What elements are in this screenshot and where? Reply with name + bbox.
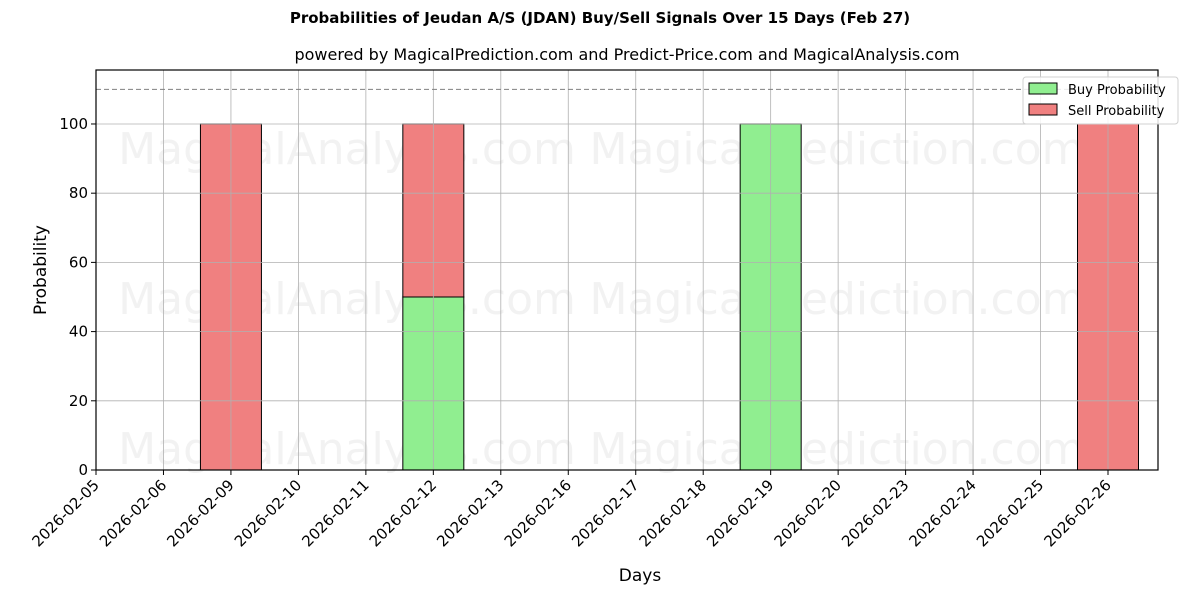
x-tick-label: 2026-02-26 xyxy=(1040,476,1114,550)
watermark-text: MagicalAnalysis.com xyxy=(118,274,576,325)
x-tick-label: 2026-02-24 xyxy=(906,476,980,550)
x-tick-label: 2026-02-25 xyxy=(973,476,1047,550)
x-tick-label: 2026-02-05 xyxy=(28,476,102,550)
legend-label-sell: Sell Probability xyxy=(1068,104,1165,119)
watermark-text: MagicalPrediction.com xyxy=(590,124,1085,175)
x-tick-label: 2026-02-12 xyxy=(366,476,440,550)
y-tick-label: 20 xyxy=(69,392,88,410)
legend-label-buy: Buy Probability xyxy=(1068,83,1166,98)
chart-title: Probabilities of Jeudan A/S (JDAN) Buy/S… xyxy=(289,9,911,27)
y-tick-label: 60 xyxy=(69,253,88,271)
plot-frame xyxy=(95,69,1159,471)
watermark-text: MagicalAnalysis.com xyxy=(118,424,576,475)
legend-frame xyxy=(1022,76,1179,125)
watermark-text: MagicalAnalysis.com xyxy=(118,124,576,175)
x-axis-ticks: 2026-02-052026-02-062026-02-092026-02-10… xyxy=(28,470,1115,550)
x-tick-label: 2026-02-09 xyxy=(163,476,237,550)
legend-swatch-sell xyxy=(1028,103,1058,116)
y-tick-label: 100 xyxy=(59,115,88,133)
x-tick-label: 2026-02-17 xyxy=(568,476,642,550)
y-tick-label: 40 xyxy=(69,323,88,341)
chart-subtitle: powered by MagicalPrediction.com and Pre… xyxy=(294,45,960,64)
y-axis-label: Probability xyxy=(31,225,51,315)
x-tick-label: 2026-02-18 xyxy=(636,476,710,550)
legend-swatch-buy xyxy=(1028,82,1058,95)
x-tick-label: 2026-02-13 xyxy=(433,476,507,550)
x-tick-label: 2026-02-19 xyxy=(703,476,777,550)
watermark-text: MagicalPrediction.com xyxy=(590,274,1085,325)
y-tick-label: 0 xyxy=(78,461,88,479)
legend: Buy Probability Sell Probability xyxy=(1022,76,1179,125)
y-tick-label: 80 xyxy=(69,184,88,202)
x-tick-label: 2026-02-23 xyxy=(838,476,912,550)
x-tick-label: 2026-02-11 xyxy=(298,476,372,550)
x-axis-label: Days xyxy=(619,566,662,586)
watermarks: MagicalAnalysis.com MagicalPrediction.com… xyxy=(118,124,1084,475)
x-tick-label: 2026-02-06 xyxy=(96,476,170,550)
x-tick-label: 2026-02-16 xyxy=(501,476,575,550)
x-tick-label: 2026-02-20 xyxy=(771,476,845,550)
x-tick-label: 2026-02-10 xyxy=(231,476,305,550)
y-axis-ticks: 0 20 40 60 80 100 xyxy=(59,115,96,479)
watermark-text: MagicalPrediction.com xyxy=(590,424,1085,475)
